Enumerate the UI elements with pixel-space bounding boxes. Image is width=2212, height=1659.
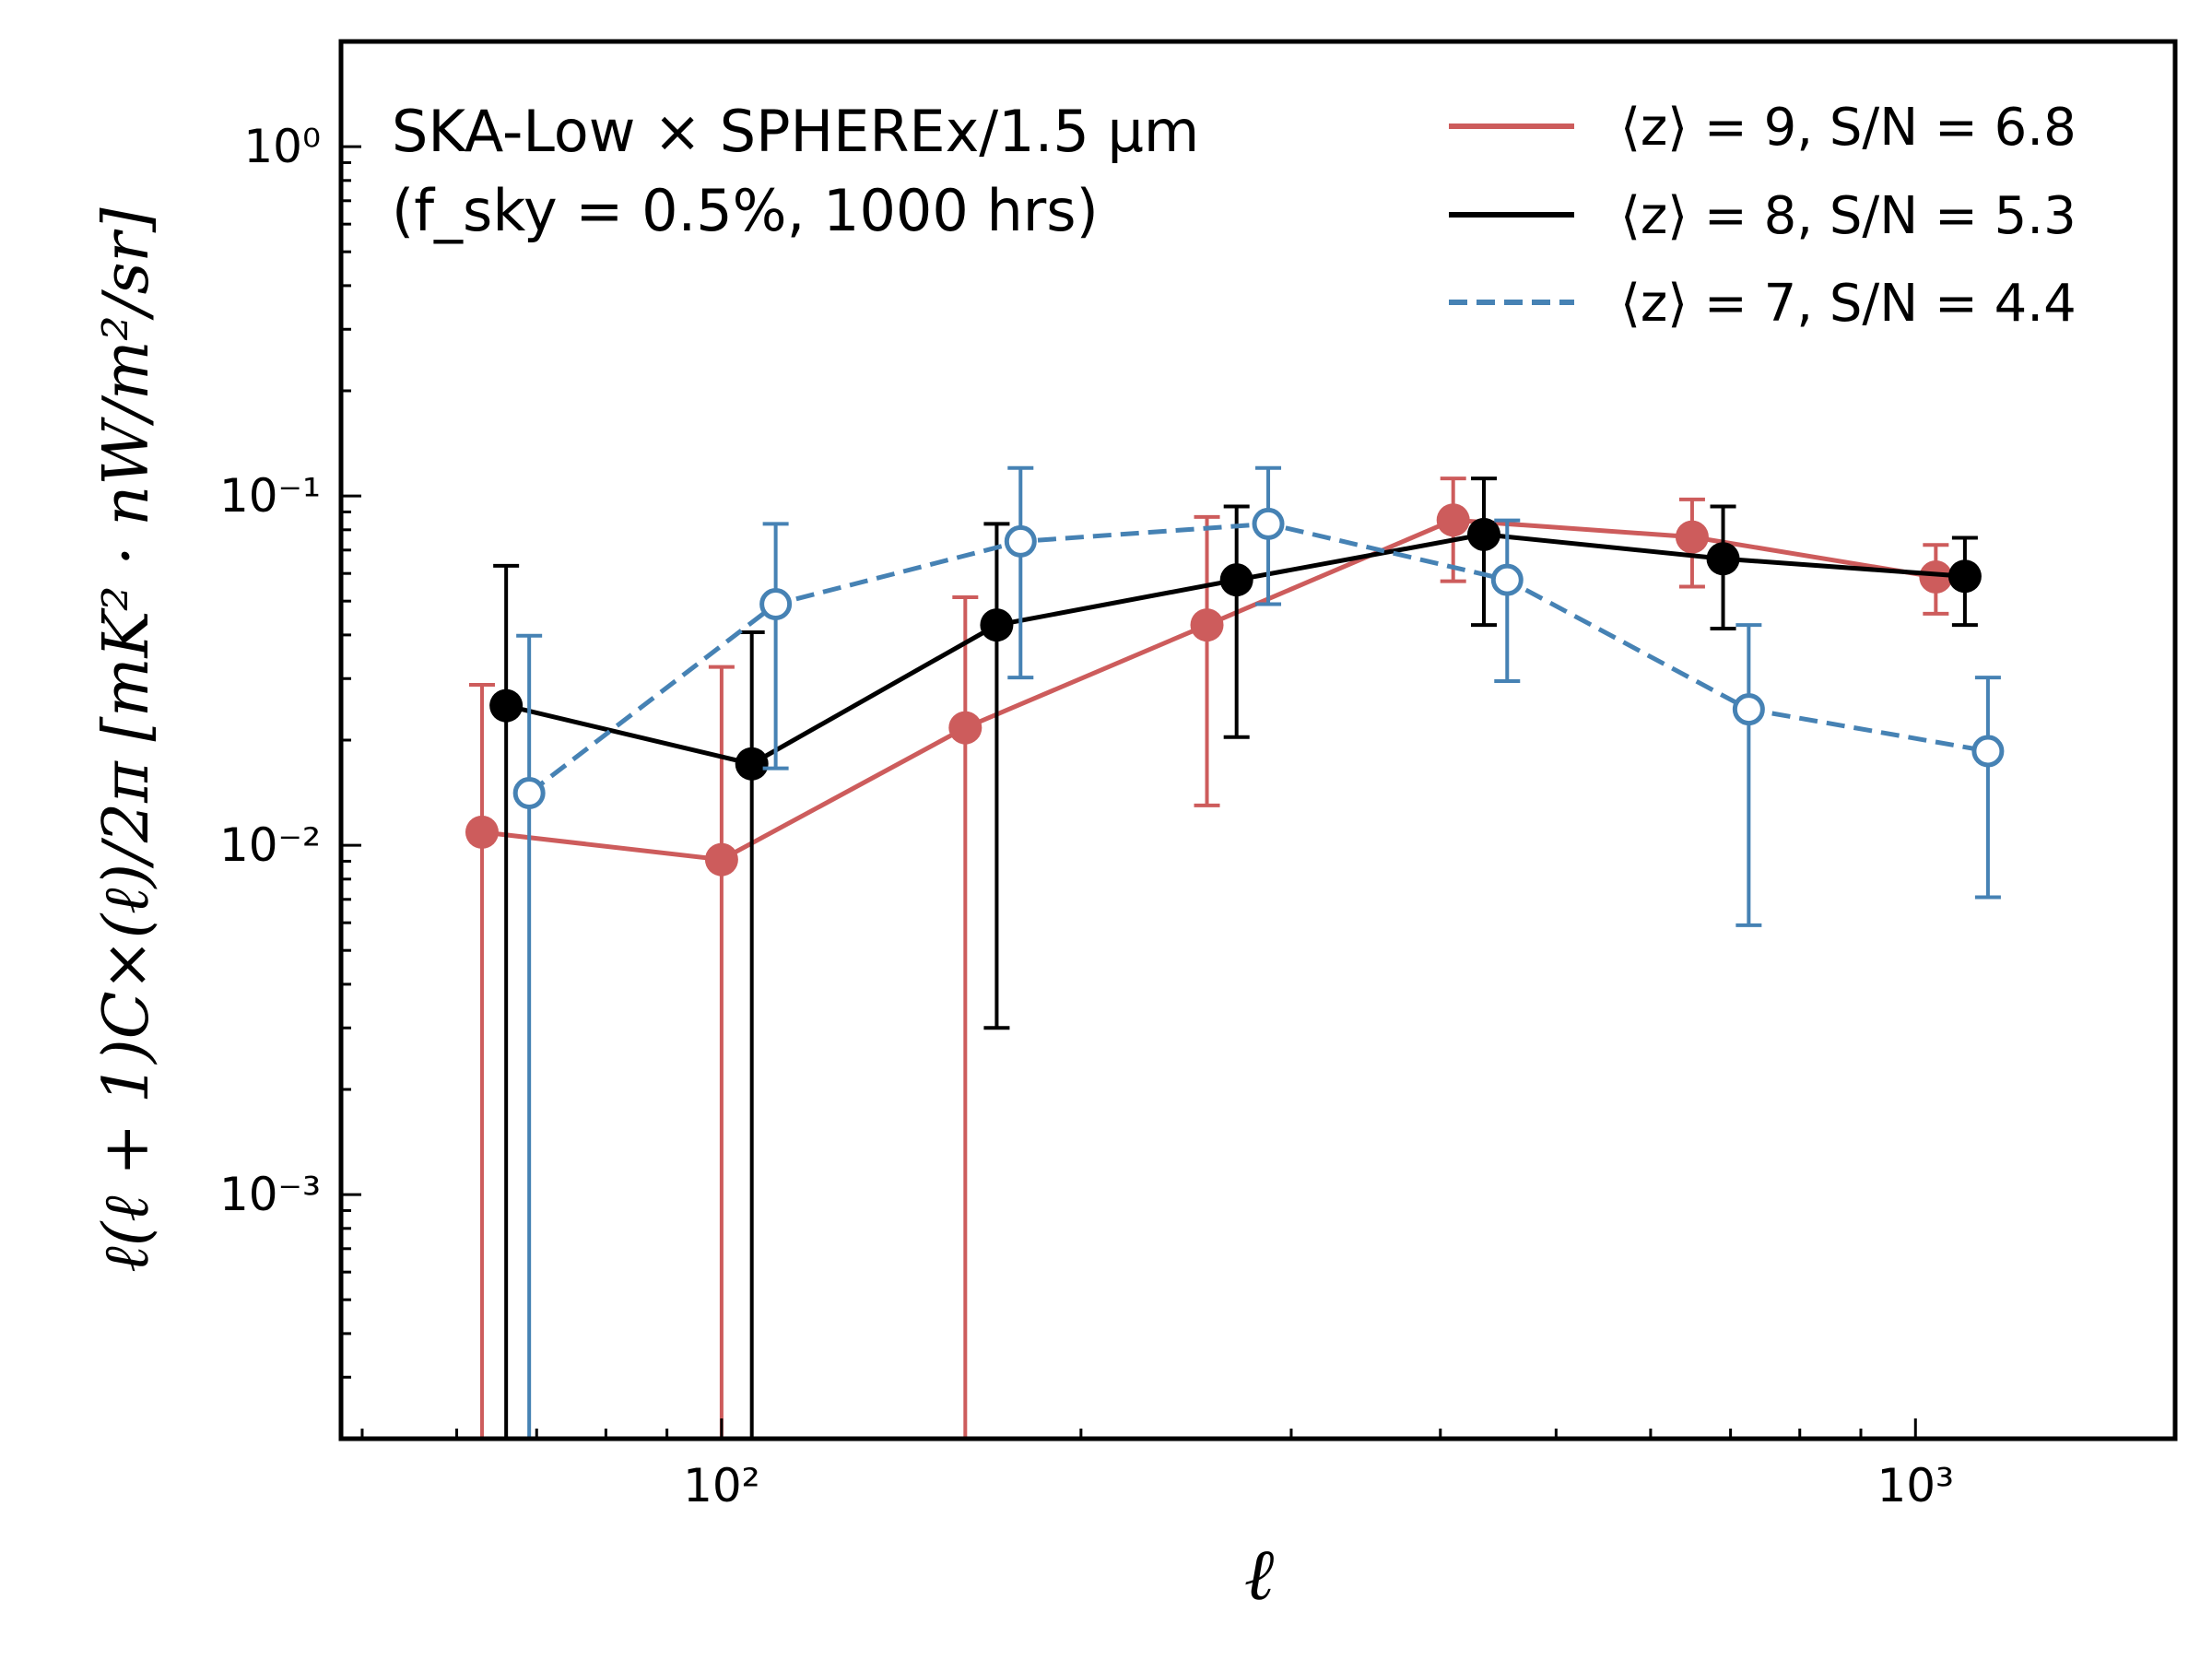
tick-layer: 10² 10³ 10⁻³ 10⁻² 10⁻¹ 10⁰	[219, 40, 1954, 1512]
series-1	[465, 477, 1953, 1439]
x-tick-label: 10²	[683, 1459, 760, 1512]
data-point	[512, 777, 546, 810]
legend-label: ⟨z⟩ = 9, S/N = 6.8	[1620, 98, 2077, 158]
data-point	[1919, 560, 1953, 594]
y-tick-label: 10⁰	[243, 120, 321, 173]
data-point	[1466, 517, 1500, 551]
series-3	[512, 465, 2005, 1439]
series-layer	[465, 465, 2005, 1439]
data-point	[948, 711, 982, 745]
data-point	[1252, 507, 1285, 540]
data-point	[1004, 524, 1037, 558]
legend-label: ⟨z⟩ = 7, S/N = 4.4	[1620, 274, 2077, 334]
data-point	[1971, 735, 2005, 768]
data-point	[735, 747, 769, 781]
legend-label: ⟨z⟩ = 8, S/N = 5.3	[1620, 186, 2077, 246]
data-point	[489, 688, 524, 723]
legend: ⟨z⟩ = 9, S/N = 6.8 ⟨z⟩ = 8, S/N = 5.3 ⟨z⟩ …	[1449, 98, 2077, 334]
series-2	[489, 477, 1982, 1439]
x-axis-label: ℓ	[1244, 1534, 1275, 1617]
data-point	[1219, 563, 1253, 597]
data-point	[1675, 520, 1709, 554]
y-tick-label: 10⁻¹	[219, 469, 321, 523]
annotation-line-1: SKA-Low × SPHEREx/1.5 μm	[392, 98, 1199, 165]
data-point	[759, 588, 793, 621]
data-point	[1732, 693, 1765, 726]
data-point	[1436, 503, 1470, 537]
data-point	[704, 842, 738, 877]
data-point	[465, 815, 499, 849]
y-tick-label: 10⁻²	[219, 818, 321, 872]
annotation-line-2: (f_sky = 0.5%, 1000 hrs)	[392, 177, 1099, 244]
data-point	[1490, 563, 1524, 596]
data-point	[1706, 542, 1740, 576]
y-tick-label: 10⁻³	[219, 1168, 321, 1221]
plot-frame	[338, 39, 2178, 1441]
data-point	[1190, 608, 1224, 642]
data-point	[980, 608, 1014, 642]
y-axis-label: ℓ(ℓ + 1)C×(ℓ)/2π [mK² · nW/m²/sr]	[90, 207, 163, 1273]
x-tick-label: 10³	[1877, 1459, 1954, 1512]
data-point	[1947, 559, 1982, 594]
